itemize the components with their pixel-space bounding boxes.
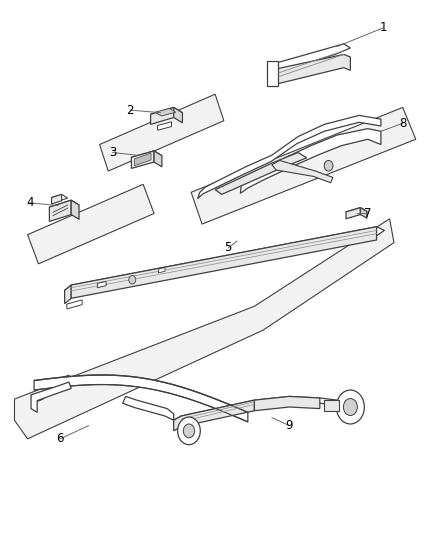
Polygon shape [155,109,176,116]
Text: 2: 2 [126,103,134,117]
Polygon shape [271,160,332,183]
Circle shape [336,390,364,424]
Polygon shape [158,268,165,273]
Polygon shape [360,208,366,218]
Polygon shape [150,108,182,119]
Polygon shape [269,54,350,84]
Polygon shape [34,375,247,422]
Polygon shape [215,152,306,195]
Polygon shape [49,200,79,212]
Polygon shape [71,227,376,298]
Polygon shape [269,44,350,75]
Polygon shape [173,108,182,123]
Polygon shape [345,208,366,216]
Polygon shape [154,151,162,167]
Polygon shape [131,151,162,162]
Text: 9: 9 [285,419,293,432]
Polygon shape [323,400,339,411]
Polygon shape [157,122,171,130]
Polygon shape [28,184,154,264]
Circle shape [343,399,357,416]
Circle shape [177,417,200,445]
Polygon shape [31,382,71,413]
Polygon shape [97,281,106,288]
Text: 4: 4 [26,196,33,209]
Polygon shape [191,108,415,224]
Text: 3: 3 [109,146,116,159]
Circle shape [183,424,194,438]
Text: 6: 6 [57,432,64,446]
Polygon shape [64,285,71,304]
Polygon shape [134,153,151,166]
Polygon shape [197,115,380,199]
Polygon shape [122,397,173,420]
Polygon shape [14,219,393,439]
Polygon shape [34,375,69,403]
Polygon shape [49,200,71,221]
Polygon shape [173,400,254,431]
Text: 5: 5 [224,241,231,254]
Text: 8: 8 [398,117,406,130]
Polygon shape [71,200,79,219]
Polygon shape [173,397,341,425]
Polygon shape [99,94,223,171]
Polygon shape [67,300,82,309]
Polygon shape [64,227,384,294]
Polygon shape [345,208,360,219]
Circle shape [128,276,135,284]
Text: 7: 7 [363,207,371,220]
Polygon shape [254,397,319,411]
Polygon shape [131,151,154,168]
Polygon shape [266,61,278,86]
Polygon shape [240,128,380,193]
Polygon shape [51,195,61,204]
Polygon shape [51,195,67,201]
Polygon shape [150,108,173,124]
Circle shape [323,160,332,171]
Text: 1: 1 [378,21,386,35]
